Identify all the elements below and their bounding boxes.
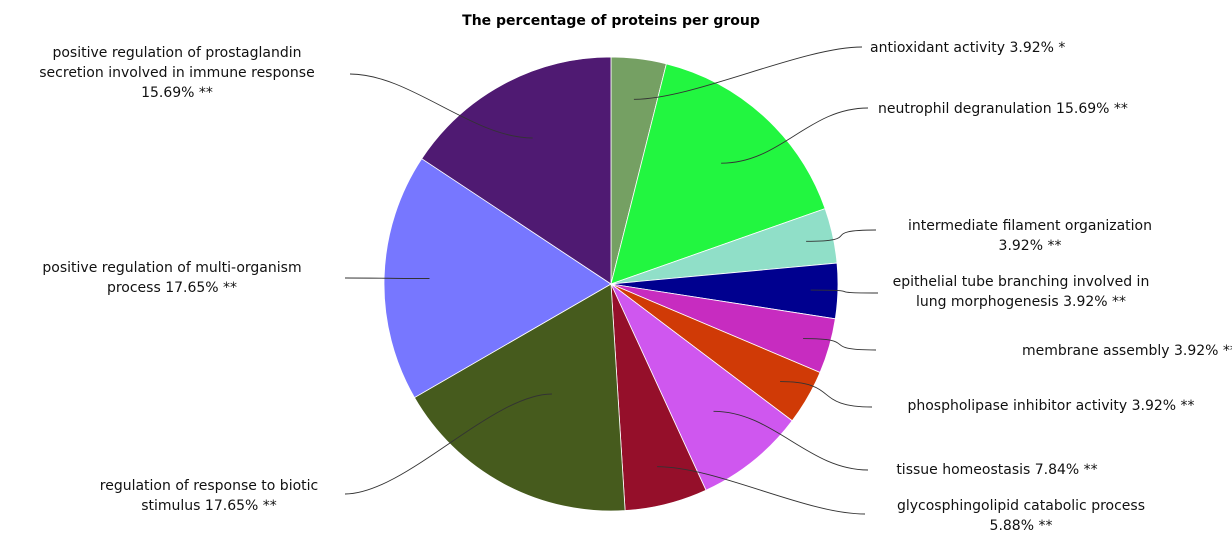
slice-label: tissue homeostasis 7.84% ** (896, 462, 1097, 478)
slice-label: antioxidant activity 3.92% * (870, 40, 1065, 56)
chart-title: The percentage of proteins per group (462, 13, 760, 29)
slice-label: epithelial tube branching involved in lun… (893, 274, 1150, 310)
slice-label-line: neutrophil degranulation 15.69% ** (878, 101, 1128, 117)
slice-label-line: 3.92% ** (999, 238, 1062, 254)
slice-label-line: positive regulation of multi-organism (42, 260, 301, 276)
slice-label: positive regulation of multi-organism pro… (42, 260, 301, 296)
slice-label-line: secretion involved in immune response (39, 65, 314, 81)
slice-label-line: lung morphogenesis 3.92% ** (916, 294, 1126, 310)
slice-label: membrane assembly 3.92% ** (1022, 343, 1232, 359)
slice-label: neutrophil degranulation 15.69% ** (878, 101, 1128, 117)
slice-label-line: phospholipase inhibitor activity 3.92% *… (907, 398, 1194, 414)
slice-label: positive regulation of prostaglandin secr… (39, 45, 314, 101)
slice-label-line: intermediate filament organization (908, 218, 1152, 234)
slice-label-line: regulation of response to biotic (100, 478, 318, 494)
slice-label-line: 15.69% ** (141, 85, 213, 101)
pie-slices (384, 57, 838, 511)
slice-label: phospholipase inhibitor activity 3.92% *… (907, 398, 1194, 414)
slice-label-line: process 17.65% ** (107, 280, 237, 296)
slice-label-line: membrane assembly 3.92% ** (1022, 343, 1232, 359)
slice-label: intermediate filament organization 3.92% … (908, 218, 1152, 254)
slice-label-line: tissue homeostasis 7.84% ** (896, 462, 1097, 478)
slice-label-line: glycosphingolipid catabolic process (897, 498, 1145, 514)
slice-label-line: positive regulation of prostaglandin (52, 45, 301, 61)
slice-label-line: antioxidant activity 3.92% * (870, 40, 1065, 56)
slice-label-line: epithelial tube branching involved in (893, 274, 1150, 290)
slice-label: regulation of response to biotic stimulus… (100, 478, 318, 514)
slice-label-line: stimulus 17.65% ** (141, 498, 277, 514)
leader-line (345, 278, 430, 279)
slice-label: glycosphingolipid catabolic process 5.88%… (897, 498, 1145, 534)
slice-label-line: 5.88% ** (990, 518, 1053, 534)
